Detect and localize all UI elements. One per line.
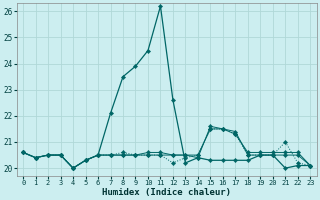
X-axis label: Humidex (Indice chaleur): Humidex (Indice chaleur) [102, 188, 231, 197]
